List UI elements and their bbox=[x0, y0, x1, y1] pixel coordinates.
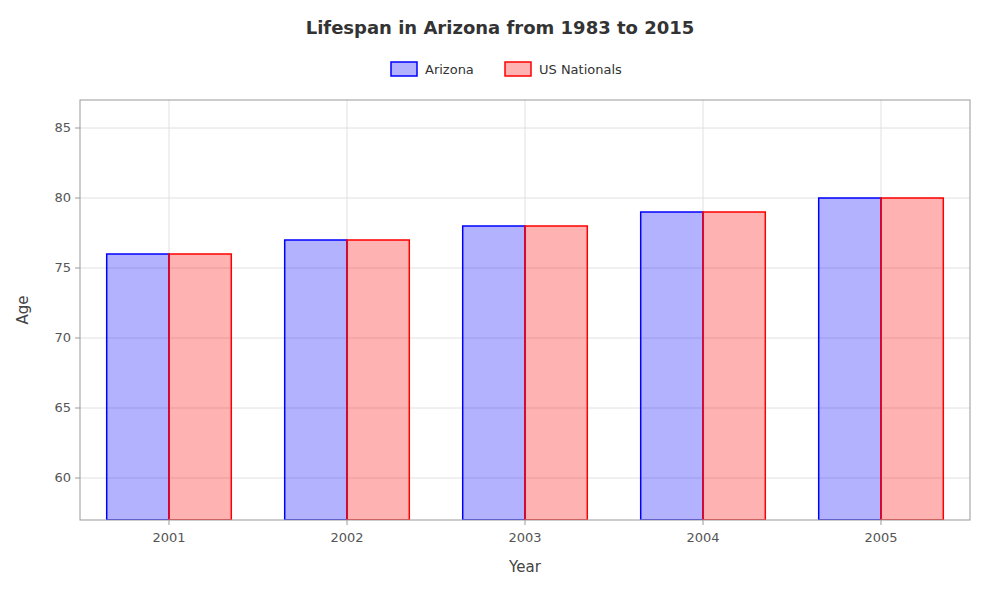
y-tick bbox=[75, 128, 80, 129]
y-axis: 60 65 70 75 80 85 bbox=[54, 120, 80, 485]
x-tick-label: 2003 bbox=[508, 530, 541, 545]
legend-swatch bbox=[505, 62, 531, 76]
x-tick bbox=[169, 520, 170, 525]
bar bbox=[169, 254, 231, 520]
legend-swatch bbox=[391, 62, 417, 76]
x-tick bbox=[525, 520, 526, 525]
legend-label: US Nationals bbox=[539, 62, 622, 77]
bar bbox=[285, 240, 347, 520]
x-tick bbox=[703, 520, 704, 525]
title: Lifespan in Arizona from 1983 to 2015 bbox=[306, 17, 695, 38]
chart-container: 60 65 70 75 80 85 2001 2002 2003 2004 2005 Year Age L… bbox=[0, 0, 1000, 600]
bar bbox=[703, 212, 765, 520]
y-tick-label: 85 bbox=[54, 120, 71, 135]
y-axis-label: Age bbox=[14, 295, 32, 324]
y-tick bbox=[75, 408, 80, 409]
bar bbox=[881, 198, 943, 520]
chart: 60 65 70 75 80 85 2001 2002 2003 2004 2005 Year Age L… bbox=[0, 0, 1000, 600]
y-tick-label: 75 bbox=[54, 260, 71, 275]
bars bbox=[107, 198, 944, 520]
bar bbox=[347, 240, 409, 520]
x-tick bbox=[347, 520, 348, 525]
y-tick bbox=[75, 268, 80, 269]
x-axis-label: Year bbox=[508, 558, 542, 576]
x-tick-label: 2005 bbox=[864, 530, 897, 545]
x-tick bbox=[881, 520, 882, 525]
bar bbox=[641, 212, 703, 520]
bar bbox=[819, 198, 881, 520]
y-tick-label: 70 bbox=[54, 330, 71, 345]
bar bbox=[525, 226, 587, 520]
y-tick bbox=[75, 198, 80, 199]
y-tick-label: 80 bbox=[54, 190, 71, 205]
x-tick-label: 2001 bbox=[152, 530, 185, 545]
plot-frame bbox=[80, 100, 970, 520]
grid bbox=[80, 100, 970, 520]
y-tick bbox=[75, 478, 80, 479]
y-tick-label: 60 bbox=[54, 470, 71, 485]
legend: Arizona US Nationals bbox=[391, 62, 622, 77]
y-tick-label: 65 bbox=[54, 400, 71, 415]
bar bbox=[107, 254, 169, 520]
bar bbox=[463, 226, 525, 520]
legend-label: Arizona bbox=[425, 62, 474, 77]
x-tick-label: 2002 bbox=[330, 530, 363, 545]
x-axis: 2001 2002 2003 2004 2005 bbox=[152, 520, 897, 545]
y-tick bbox=[75, 338, 80, 339]
x-tick-label: 2004 bbox=[686, 530, 719, 545]
